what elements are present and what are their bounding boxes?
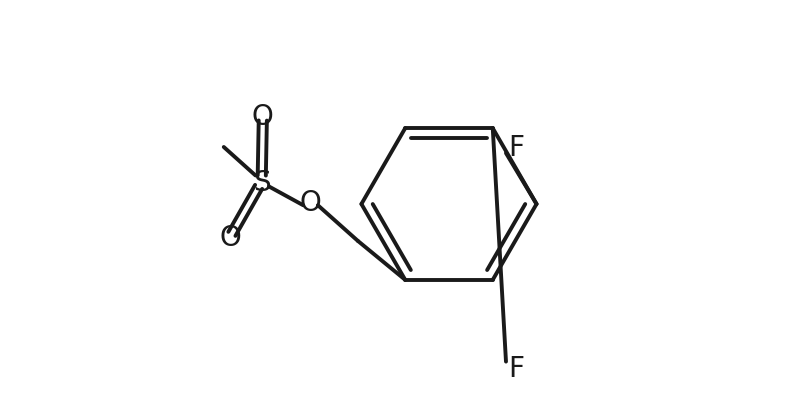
Text: S: S bbox=[253, 168, 270, 196]
Text: O: O bbox=[299, 189, 322, 216]
Text: O: O bbox=[252, 103, 273, 131]
Text: F: F bbox=[508, 354, 524, 382]
Text: F: F bbox=[508, 134, 524, 162]
Text: O: O bbox=[219, 224, 241, 252]
